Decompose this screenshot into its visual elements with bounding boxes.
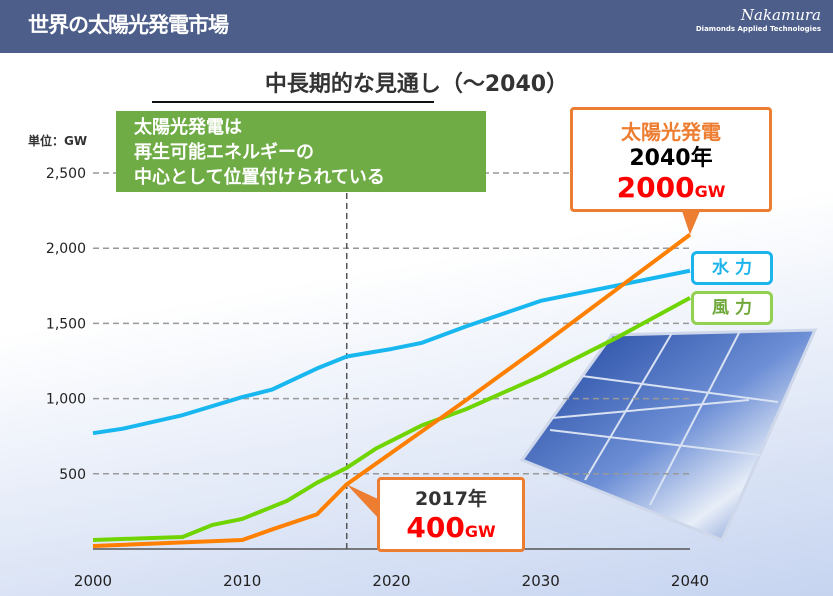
callout-2017-pointer xyxy=(346,484,380,520)
callout-title: 太陽光発電 xyxy=(621,120,721,144)
note-line: 太陽光発電は xyxy=(134,117,242,138)
series-line-風力 xyxy=(92,296,691,542)
legend-wind: 風力 xyxy=(691,291,773,325)
y-tick-label: 2,500 xyxy=(46,166,86,182)
callout-2017: 2017年 400GW xyxy=(377,477,525,552)
logo-tagline: Diamonds Applied Technologies xyxy=(695,25,821,33)
y-tick-label: 2,000 xyxy=(46,241,86,257)
title-underline xyxy=(152,101,434,103)
logo-name: Nakamura xyxy=(740,6,821,24)
y-tick-label: 500 xyxy=(59,467,86,483)
unit: GW xyxy=(694,182,726,201)
callout-year: 2040年 xyxy=(629,146,713,171)
page-title: 世界の太陽光発電市場 xyxy=(28,13,229,37)
unit: GW xyxy=(464,522,496,541)
note-box: 太陽光発電は 再生可能エネルギーの 中心として位置付けられている xyxy=(116,111,486,192)
value: 400 xyxy=(406,511,465,544)
solar-panel-image xyxy=(519,328,818,542)
chart-title: 中長期的な見通し（～2040） xyxy=(264,72,569,97)
y-tick-label: 1,000 xyxy=(46,392,86,408)
note-line: 中心として位置付けられている xyxy=(134,167,385,188)
callout-year: 2017年 xyxy=(415,488,487,510)
x-tick-label: 2010 xyxy=(223,572,261,590)
callout-value: 400GW xyxy=(380,511,522,549)
x-tick-label: 2000 xyxy=(74,572,112,590)
x-tick-label: 2030 xyxy=(522,572,560,590)
note-line: 再生可能エネルギーの xyxy=(134,142,314,163)
callout-value: 2000GW xyxy=(573,173,769,207)
header-bar: 世界の太陽光発電市場 Nakamura Diamonds Applied Tec… xyxy=(0,0,833,53)
legend-hydro: 水力 xyxy=(691,251,773,285)
y-tick-label: 1,500 xyxy=(46,316,86,332)
x-tick-label: 2020 xyxy=(372,572,410,590)
company-logo: Nakamura Diamonds Applied Technologies xyxy=(696,6,821,33)
callout-2040: 太陽光発電 2040年 2000GW xyxy=(570,107,772,212)
series-line-水力 xyxy=(92,268,691,436)
y-axis-label: 単位：GW xyxy=(28,134,88,148)
x-tick-label: 2040 xyxy=(671,572,709,590)
value: 2000 xyxy=(616,171,695,204)
callout-2040-pointer xyxy=(682,211,700,235)
